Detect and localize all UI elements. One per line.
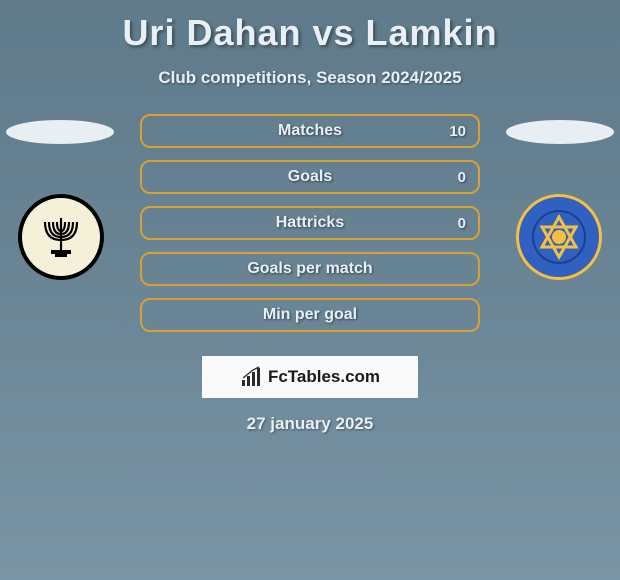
stat-label: Goals per match — [142, 260, 478, 278]
stat-label: Goals — [142, 168, 478, 186]
stat-row-hattricks: Hattricks 0 — [140, 206, 480, 240]
menorah-icon — [36, 212, 86, 262]
brand-box[interactable]: FcTables.com — [202, 356, 418, 398]
stat-label: Hattricks — [142, 214, 478, 232]
page-title: Uri Dahan vs Lamkin — [0, 0, 620, 54]
stat-row-goals-per-match: Goals per match — [140, 252, 480, 286]
star-of-david-icon — [531, 209, 587, 265]
club-badge-right — [516, 194, 602, 280]
player-photo-left — [6, 120, 114, 144]
stat-row-matches: Matches 10 — [140, 114, 480, 148]
stat-right-value: 0 — [458, 215, 466, 232]
subtitle: Club competitions, Season 2024/2025 — [0, 68, 620, 88]
player-photo-right — [506, 120, 614, 144]
stat-row-min-per-goal: Min per goal — [140, 298, 480, 332]
brand-label: FcTables.com — [268, 367, 380, 387]
club-badge-left — [18, 194, 104, 280]
chart-icon — [240, 366, 262, 388]
stat-label: Min per goal — [142, 306, 478, 324]
stat-label: Matches — [142, 122, 478, 140]
stat-row-goals: Goals 0 — [140, 160, 480, 194]
date-label: 27 january 2025 — [0, 414, 620, 434]
stats-list: Matches 10 Goals 0 Hattricks 0 Goals per… — [140, 114, 480, 344]
stat-right-value: 0 — [458, 169, 466, 186]
stat-right-value: 10 — [449, 123, 466, 140]
comparison-content: Matches 10 Goals 0 Hattricks 0 Goals per… — [0, 114, 620, 344]
